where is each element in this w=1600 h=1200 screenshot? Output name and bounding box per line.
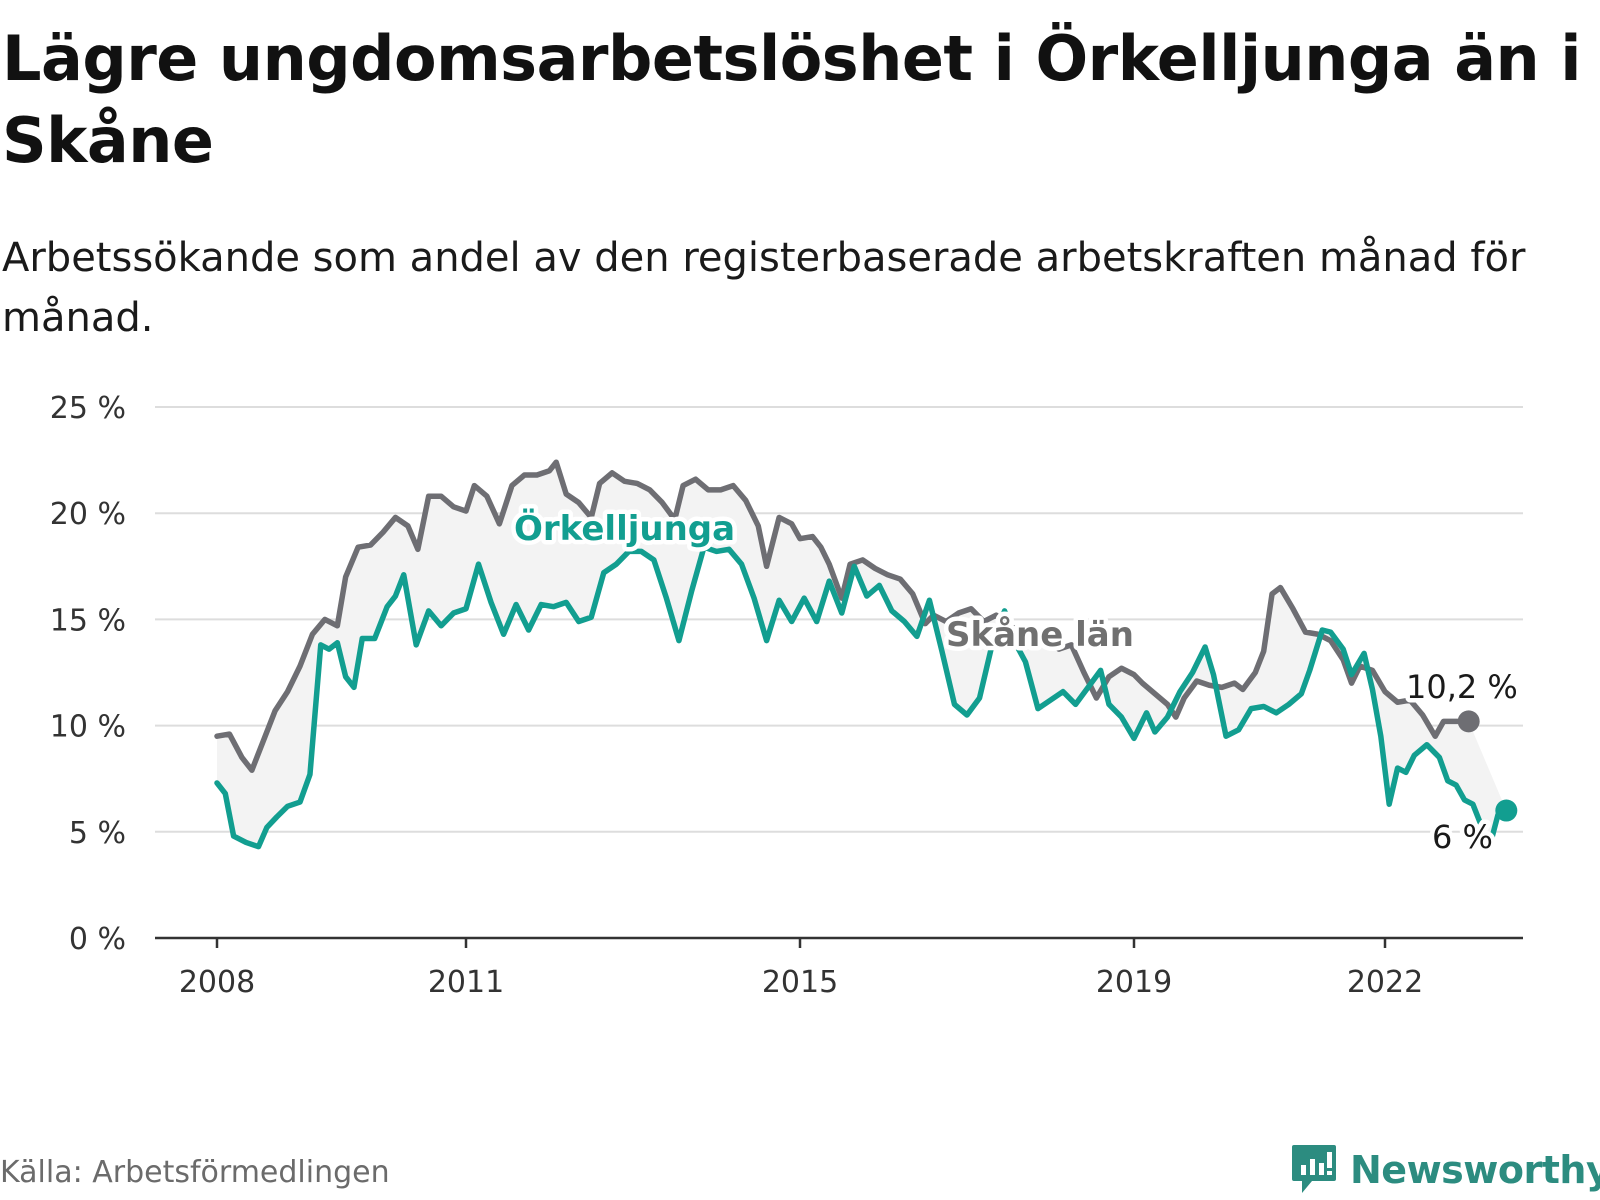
brand-name: Newsworthy: [1350, 1148, 1600, 1192]
y-tick-label: 15 %: [50, 603, 126, 638]
y-tick-label: 10 %: [50, 710, 126, 745]
series-label-skane: Skåne län: [946, 615, 1134, 655]
end-dot-skane: [1457, 710, 1480, 733]
line-chart: 0 % 5 % 10 % 15 % 20 % 25 % 2008 2011 2015 2019 20…: [50, 391, 1523, 1000]
series-line-orkelljunga: [214, 544, 1510, 850]
series-label-orkelljunga-halo: Örkelljunga: [514, 508, 735, 549]
end-value-orkelljunga: 6 %: [1432, 818, 1493, 856]
source-note: Källa: Arbetsförmedlingen: [0, 1155, 390, 1190]
x-tick-label: 2019: [1096, 965, 1172, 1000]
chart-title: Lägre ungdomsarbetslöshet i Örkelljunga …: [2, 22, 1582, 177]
y-tick-label: 20 %: [50, 497, 126, 532]
end-value-orkelljunga-halo: 6 %: [1432, 818, 1493, 856]
x-tick-label: 2022: [1347, 965, 1423, 1000]
x-tick-label: 2015: [762, 965, 838, 1000]
brand-logo: Newsworthy: [1290, 1140, 1600, 1200]
x-tick-label: 2008: [179, 965, 255, 1000]
newsworthy-icon: [1292, 1145, 1336, 1193]
series-line-skane: [214, 459, 1472, 773]
gap-area: [217, 462, 1507, 847]
series-label-orkelljunga: Örkelljunga: [514, 508, 735, 549]
x-tick-label: 2011: [428, 965, 504, 1000]
end-value-skane: 10,2 %: [1406, 668, 1518, 706]
end-value-skane-halo: 10,2 %: [1406, 668, 1518, 706]
end-dot-orkelljunga: [1495, 799, 1518, 822]
y-tick-label: 5 %: [69, 816, 126, 851]
chart-subtitle: Arbetssökande som andel av den registerb…: [2, 235, 1526, 341]
series-label-skane-halo: Skåne län: [946, 615, 1134, 655]
y-tick-label: 0 %: [69, 922, 126, 957]
y-tick-label: 25 %: [50, 391, 126, 426]
